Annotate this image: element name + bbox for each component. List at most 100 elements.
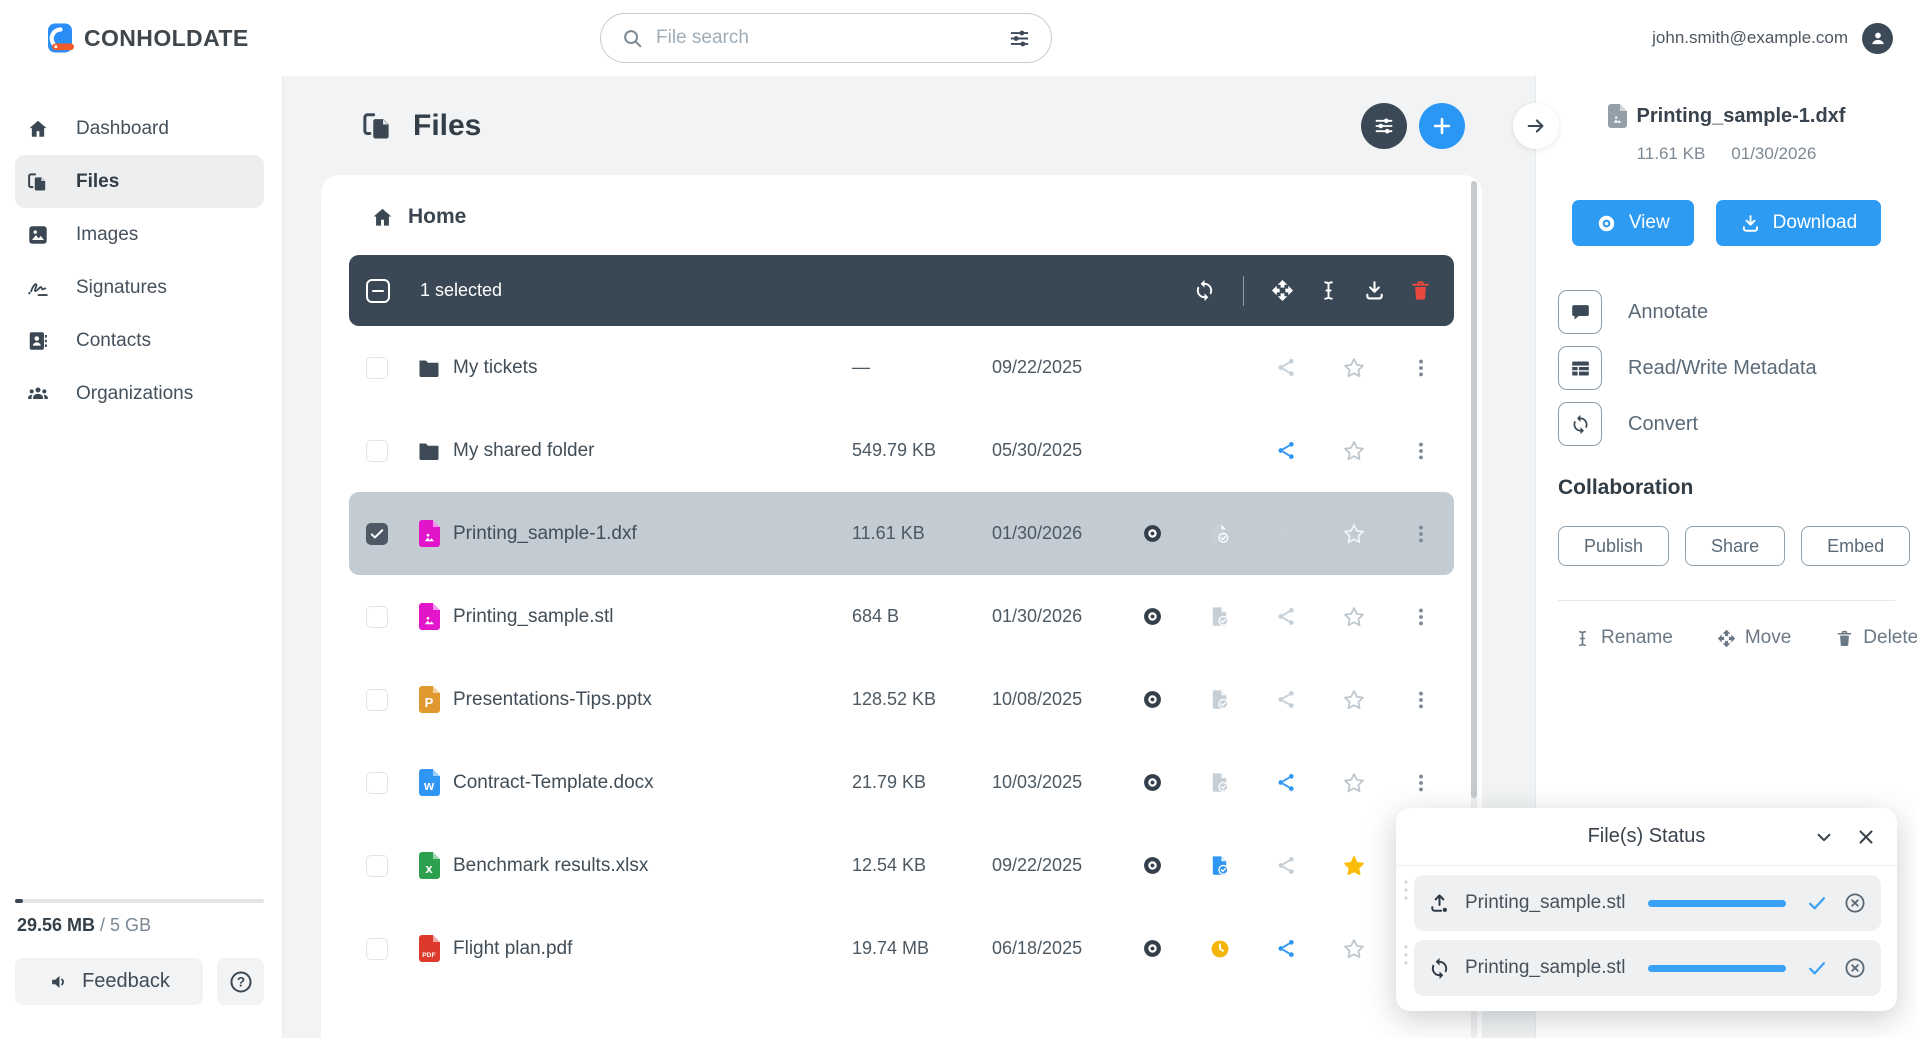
- help-button[interactable]: [217, 958, 264, 1005]
- file-name[interactable]: Flight plan.pdf: [453, 937, 573, 959]
- sidebar-item-contacts[interactable]: Contacts: [15, 314, 264, 367]
- sidebar-item-images[interactable]: Images: [15, 208, 264, 261]
- filter-button[interactable]: [1361, 103, 1407, 149]
- star-icon[interactable]: [1342, 439, 1366, 463]
- delete-action[interactable]: Delete: [1835, 627, 1917, 649]
- main-header: Files: [361, 103, 1465, 149]
- rename-action[interactable]: Rename: [1573, 627, 1673, 649]
- row-checkbox[interactable]: [366, 439, 388, 462]
- share-icon[interactable]: [1276, 772, 1297, 793]
- kebab-menu-icon[interactable]: [1410, 689, 1432, 711]
- sidebar-item-signatures[interactable]: Signatures: [15, 261, 264, 314]
- share-icon[interactable]: [1276, 440, 1297, 461]
- rename-icon[interactable]: [1317, 279, 1340, 302]
- table-row[interactable]: w Contract-Template.docx 21.79 KB 10/03/…: [349, 741, 1454, 824]
- pending-clock-icon[interactable]: [1209, 938, 1231, 960]
- search-bar[interactable]: [600, 13, 1052, 63]
- preview-eye-icon[interactable]: [1141, 688, 1164, 711]
- file-name[interactable]: Printing_sample-1.dxf: [453, 522, 637, 544]
- table-row[interactable]: My shared folder 549.79 KB 05/30/2025: [349, 409, 1454, 492]
- feedback-button[interactable]: Feedback: [15, 958, 203, 1005]
- share-icon[interactable]: [1276, 689, 1297, 710]
- table-row[interactable]: P Presentations-Tips.pptx 128.52 KB 10/0…: [349, 658, 1454, 741]
- breadcrumb[interactable]: Home: [321, 175, 1482, 229]
- table-row[interactable]: My tickets — 09/22/2025: [349, 326, 1454, 409]
- star-icon[interactable]: [1342, 605, 1366, 629]
- publish-button[interactable]: Publish: [1558, 526, 1670, 566]
- metadata-action[interactable]: Read/Write Metadata: [1558, 346, 1917, 390]
- file-name[interactable]: Presentations-Tips.pptx: [453, 688, 652, 710]
- star-icon[interactable]: [1342, 356, 1366, 380]
- kebab-menu-icon[interactable]: [1410, 606, 1432, 628]
- preview-eye-icon[interactable]: [1141, 771, 1164, 794]
- row-checkbox[interactable]: [366, 605, 388, 628]
- kebab-menu-icon[interactable]: [1410, 357, 1432, 379]
- download-button[interactable]: Download: [1715, 200, 1882, 246]
- sidebar-item-organizations[interactable]: Organizations: [15, 367, 264, 420]
- progress-bar: [1648, 899, 1786, 907]
- doc-status-icon[interactable]: [1208, 605, 1231, 628]
- search-input[interactable]: [656, 27, 995, 49]
- convert-action[interactable]: Convert: [1558, 402, 1917, 446]
- doc-status-icon[interactable]: [1208, 522, 1231, 545]
- star-icon[interactable]: [1342, 522, 1366, 546]
- search-filter-icon[interactable]: [1008, 27, 1031, 50]
- kebab-menu-icon[interactable]: [1410, 440, 1432, 462]
- star-icon[interactable]: [1342, 937, 1366, 961]
- chevron-down-icon[interactable]: [1813, 826, 1835, 848]
- share-icon[interactable]: [1276, 523, 1297, 544]
- doc-status-icon[interactable]: [1208, 688, 1231, 711]
- collapse-panel-button[interactable]: [1513, 103, 1559, 149]
- cancel-circle-icon[interactable]: [1843, 891, 1867, 915]
- doc-status-icon[interactable]: [1208, 854, 1231, 877]
- select-all-checkbox[interactable]: [366, 278, 390, 303]
- star-icon[interactable]: [1342, 854, 1366, 878]
- table-row-selected[interactable]: Printing_sample-1.dxf 11.61 KB 01/30/202…: [349, 492, 1454, 575]
- row-checkbox[interactable]: [366, 522, 388, 545]
- refresh-icon[interactable]: [1193, 279, 1216, 302]
- drag-handle-icon[interactable]: [1401, 879, 1411, 901]
- file-name[interactable]: Benchmark results.xlsx: [453, 854, 649, 876]
- view-button[interactable]: View: [1571, 200, 1694, 246]
- move-action[interactable]: Move: [1717, 627, 1791, 649]
- share-icon[interactable]: [1276, 938, 1297, 959]
- preview-eye-icon[interactable]: [1141, 937, 1164, 960]
- share-icon[interactable]: [1276, 855, 1297, 876]
- cancel-circle-icon[interactable]: [1843, 956, 1867, 980]
- scrollbar-thumb[interactable]: [1471, 181, 1477, 799]
- doc-status-icon[interactable]: [1208, 771, 1231, 794]
- table-row[interactable]: Printing_sample.stl 684 B 01/30/2026: [349, 575, 1454, 658]
- delete-icon[interactable]: [1409, 279, 1432, 302]
- sidebar-item-files[interactable]: Files: [15, 155, 264, 208]
- share-icon[interactable]: [1276, 606, 1297, 627]
- table-row[interactable]: PDF Flight plan.pdf 19.74 MB 06/18/2025: [349, 907, 1454, 990]
- file-name[interactable]: My tickets: [453, 356, 538, 378]
- row-checkbox[interactable]: [366, 688, 388, 711]
- file-name[interactable]: Printing_sample.stl: [453, 605, 614, 627]
- row-checkbox[interactable]: [366, 854, 388, 877]
- row-checkbox[interactable]: [366, 937, 388, 960]
- sidebar-item-dashboard[interactable]: Dashboard: [15, 102, 264, 155]
- preview-eye-icon[interactable]: [1141, 605, 1164, 628]
- kebab-menu-icon[interactable]: [1410, 772, 1432, 794]
- kebab-menu-icon[interactable]: [1410, 523, 1432, 545]
- preview-eye-icon[interactable]: [1141, 522, 1164, 545]
- file-name[interactable]: My shared folder: [453, 439, 595, 461]
- download-icon[interactable]: [1363, 279, 1386, 302]
- row-checkbox[interactable]: [366, 771, 388, 794]
- close-icon[interactable]: [1855, 826, 1877, 848]
- drag-handle-icon[interactable]: [1401, 944, 1411, 966]
- share-button[interactable]: Share: [1685, 526, 1786, 566]
- row-checkbox[interactable]: [366, 356, 388, 379]
- move-icon[interactable]: [1271, 279, 1294, 302]
- star-icon[interactable]: [1342, 688, 1366, 712]
- embed-button[interactable]: Embed: [1801, 526, 1911, 566]
- star-icon[interactable]: [1342, 771, 1366, 795]
- add-file-button[interactable]: [1419, 103, 1465, 149]
- share-icon[interactable]: [1276, 357, 1297, 378]
- preview-eye-icon[interactable]: [1141, 854, 1164, 877]
- file-name[interactable]: Contract-Template.docx: [453, 771, 654, 793]
- table-row[interactable]: x Benchmark results.xlsx 12.54 KB 09/22/…: [349, 824, 1454, 907]
- annotate-action[interactable]: Annotate: [1558, 290, 1917, 334]
- avatar[interactable]: [1862, 22, 1893, 54]
